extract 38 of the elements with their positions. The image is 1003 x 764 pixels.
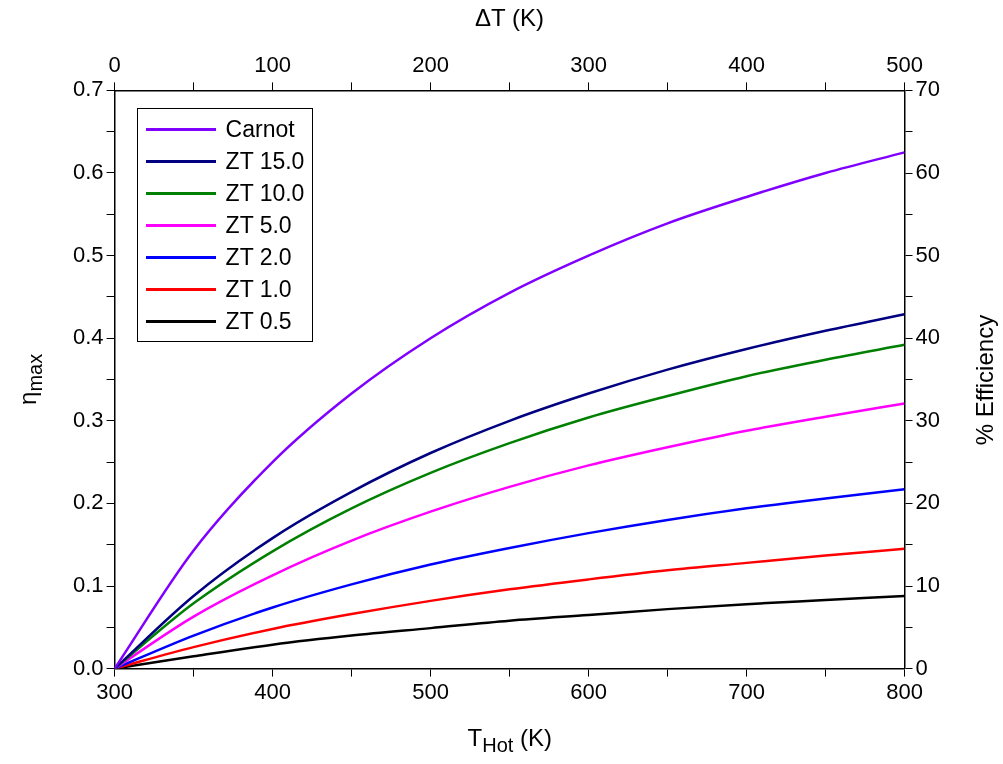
- y2-tick-label: 20: [915, 489, 941, 515]
- legend-label: ZT 10.0: [225, 179, 305, 207]
- y-tick-label: 0.3: [72, 406, 104, 432]
- x2-tick-label: 500: [886, 52, 923, 78]
- legend-label: ZT 0.5: [225, 307, 292, 335]
- x-tick-label: 400: [254, 678, 291, 704]
- y-tick-label: 0.2: [72, 489, 104, 515]
- y2-tick-label: 50: [915, 241, 941, 267]
- x-tick-label: 600: [570, 678, 607, 704]
- x-axis-title: T$_{Hot}$ (K): [467, 723, 553, 757]
- y-tick-label: 0.1: [72, 572, 104, 598]
- legend-label: ZT 2.0: [225, 243, 292, 271]
- x2-tick-label: 0: [108, 52, 121, 78]
- y-tick-label: 0.7: [72, 76, 104, 102]
- x-tick-label: 800: [886, 678, 923, 704]
- x2-tick-label: 400: [728, 52, 765, 78]
- y2-tick-label: 60: [915, 159, 941, 185]
- legend-label: ZT 15.0: [225, 147, 305, 175]
- y2-tick-label: 40: [915, 324, 941, 350]
- y2-tick-label: 10: [915, 572, 941, 598]
- y-tick-label: 0.5: [72, 241, 104, 267]
- x2-tick-label: 300: [570, 52, 607, 78]
- legend-label: ZT 1.0: [225, 275, 292, 303]
- y2-tick-label: 70: [915, 76, 941, 102]
- x-tick-label: 300: [96, 678, 133, 704]
- x-tick-label: 700: [728, 678, 765, 704]
- y2-axis-title: % Efficiency: [971, 314, 1000, 445]
- x2-axis-title: ΔT (K): [475, 4, 544, 32]
- y-tick-label: 0.6: [72, 159, 104, 185]
- x2-tick-label: 200: [412, 52, 449, 78]
- legend-label: ZT 5.0: [225, 211, 292, 239]
- y2-tick-label: 0: [915, 654, 928, 680]
- y-tick-label: 0.4: [72, 324, 104, 350]
- x2-tick-label: 100: [254, 52, 291, 78]
- y-tick-label: 0.0: [72, 654, 104, 680]
- y2-tick-label: 30: [915, 406, 941, 432]
- x-tick-label: 500: [412, 678, 449, 704]
- legend-label: Carnot: [225, 115, 295, 143]
